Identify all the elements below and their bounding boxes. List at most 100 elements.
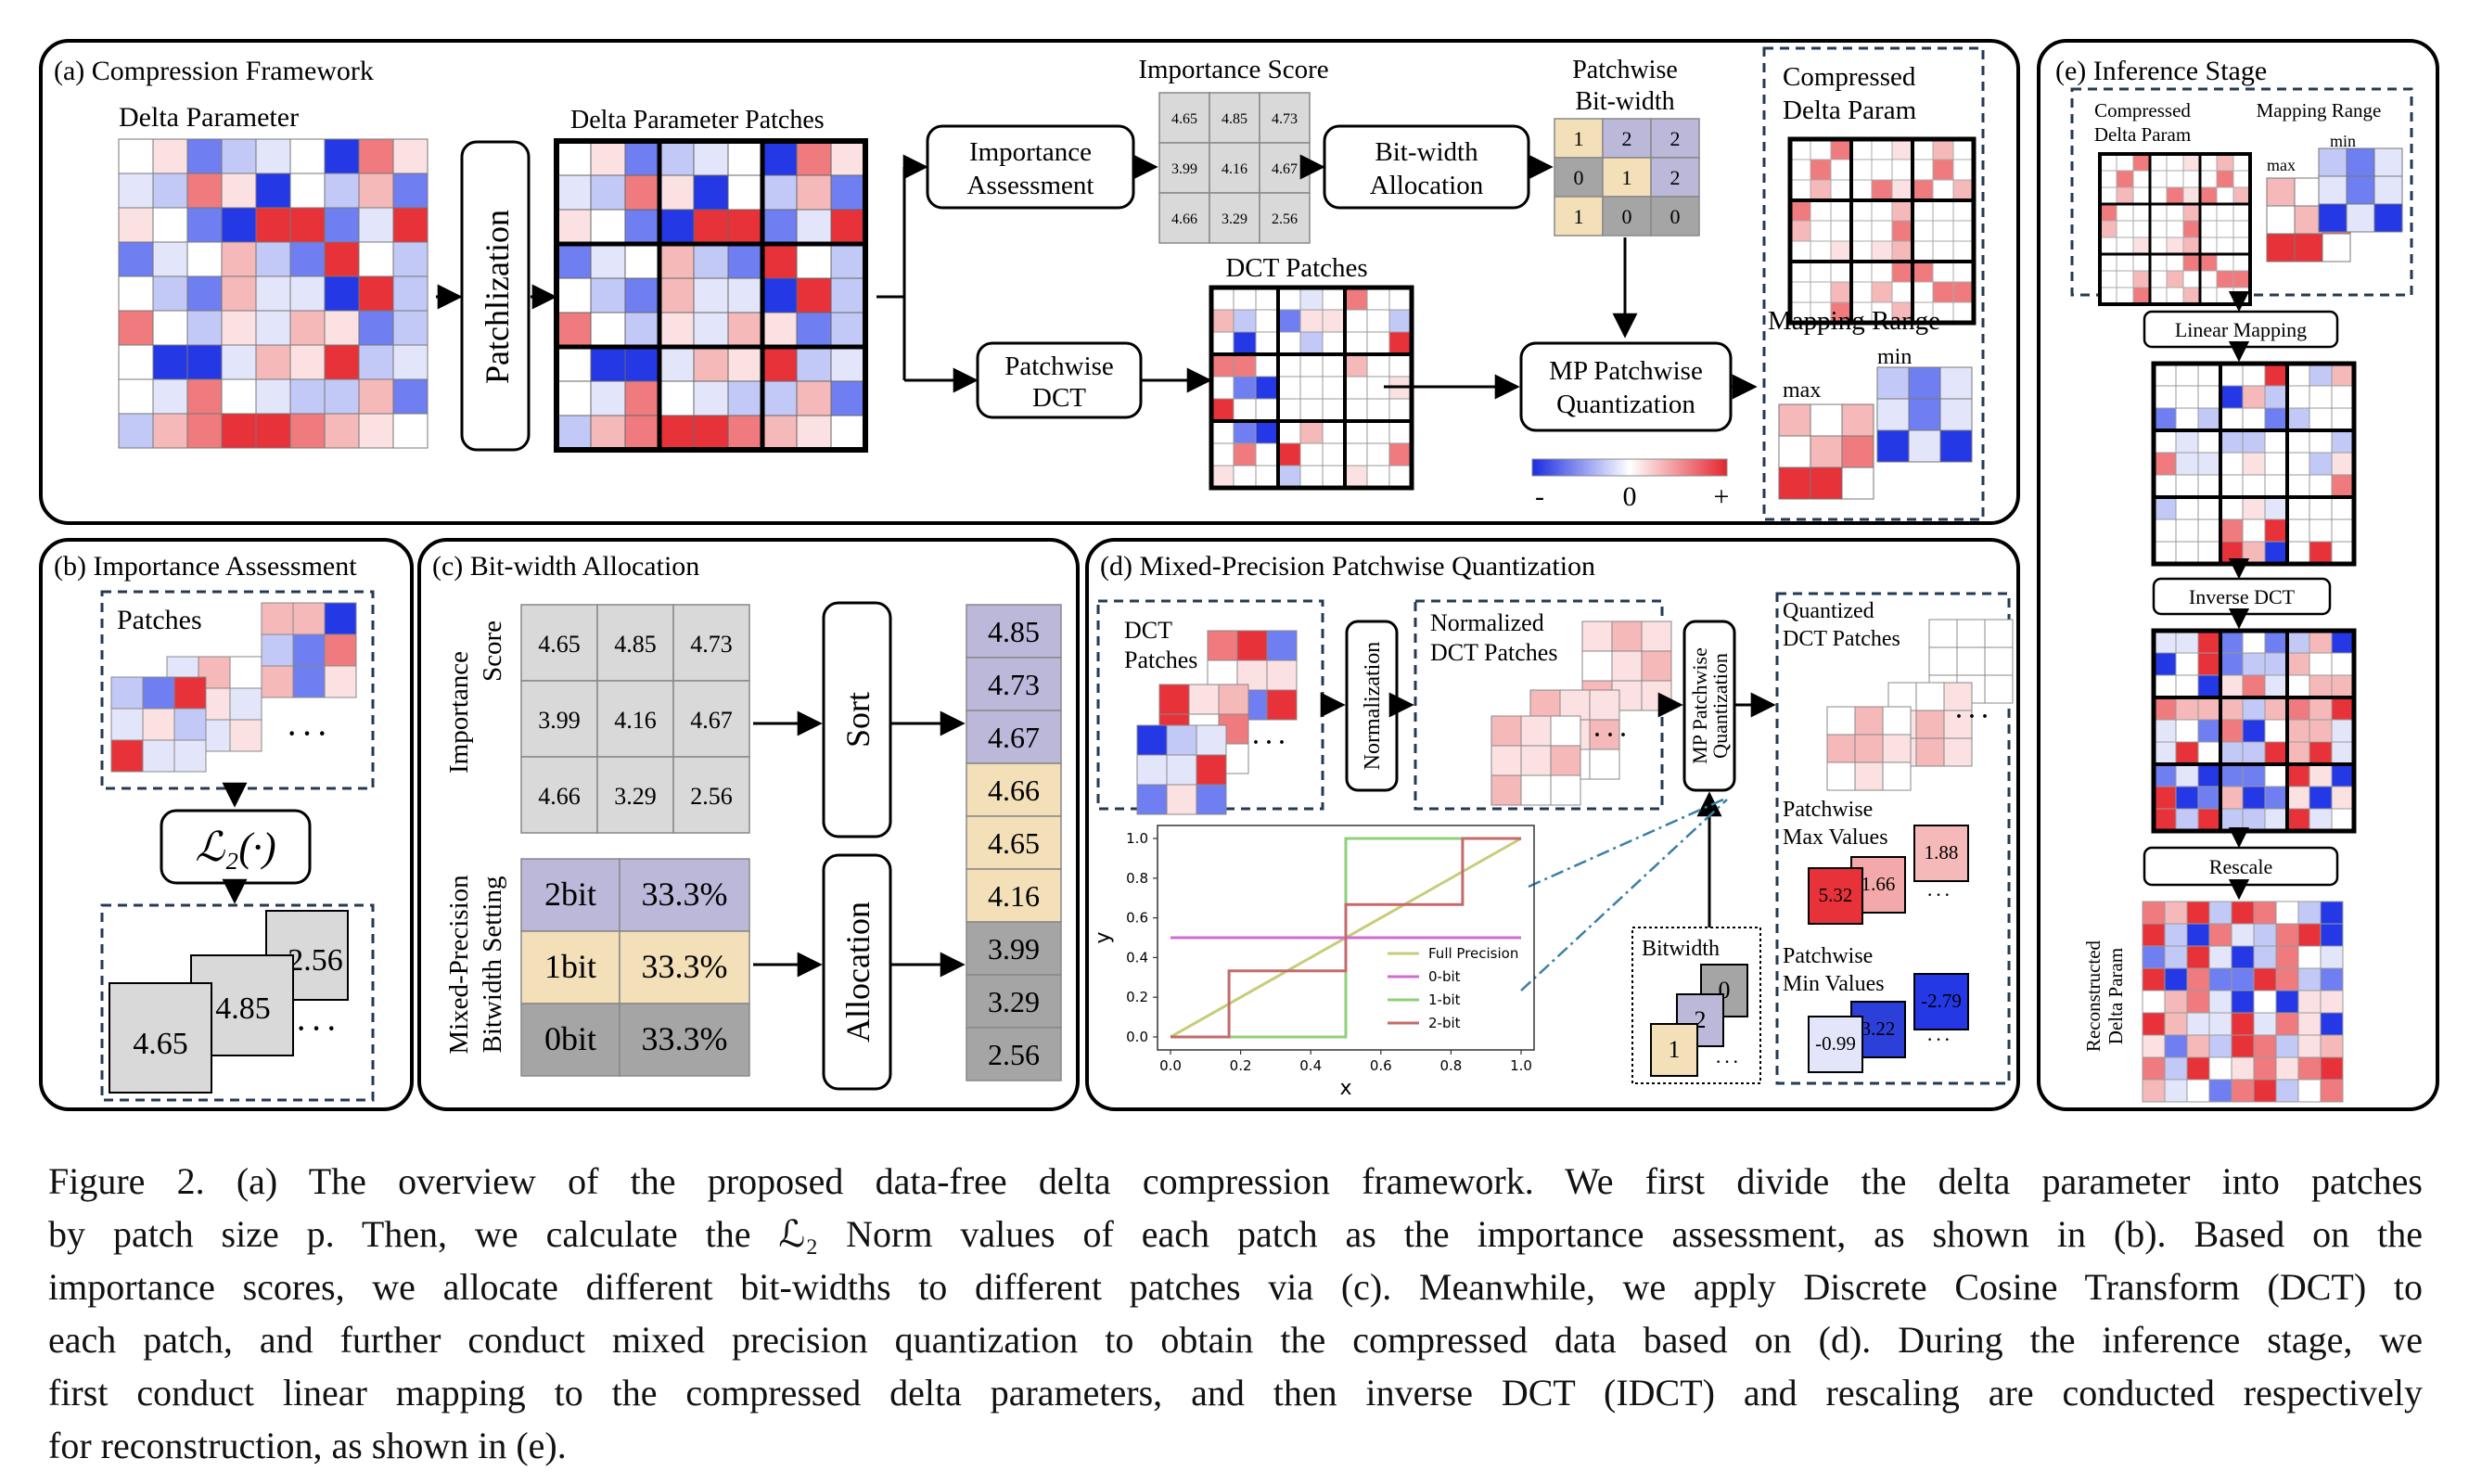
- sorted-value: 4.16: [988, 879, 1040, 913]
- matrix-cell: [830, 277, 866, 313]
- matrix-cell: [1388, 398, 1413, 422]
- matrix-cell: [255, 310, 291, 346]
- matrix-cell: [2197, 652, 2221, 676]
- matrix-cell: [2182, 237, 2201, 255]
- matrix-cell: [1589, 748, 1620, 780]
- matrix-cell: [2232, 253, 2251, 272]
- matrix-cell: [2132, 220, 2151, 238]
- matrix-cell: [229, 719, 262, 752]
- matrix-cell: [2264, 474, 2288, 498]
- normalization-label: Normalization: [1361, 642, 1385, 771]
- panel-e-title: (e) Inference Stage: [2055, 56, 2267, 86]
- matrix-cell: [727, 312, 763, 348]
- c-score-value: 3.99: [538, 707, 581, 734]
- matrix-cell: [142, 676, 175, 710]
- matrix-cell: [2253, 990, 2277, 1014]
- score-cell: [1209, 192, 1260, 244]
- score-value: 4.16: [1222, 161, 1247, 177]
- matrix-cell: [1850, 199, 1873, 222]
- matrix-cell: [693, 243, 729, 279]
- matrix-cell: [2153, 385, 2177, 409]
- matrix-cell: [693, 277, 729, 313]
- matrix-cell: [1641, 650, 1672, 682]
- matrix-cell: [1952, 220, 1975, 242]
- bit-value: 1: [1622, 166, 1632, 189]
- matrix-cell: [2153, 541, 2177, 565]
- matrix-cell: [1366, 331, 1390, 355]
- matrix-cell: [2309, 741, 2333, 765]
- matrix-cell: [2286, 363, 2310, 387]
- matrix-cell: [2153, 763, 2177, 787]
- matrix-cell: [255, 275, 291, 312]
- matrix-cell: [761, 312, 798, 348]
- matrix-cell: [2197, 496, 2221, 520]
- matrix-cell: [2182, 203, 2201, 222]
- matrix-cell: [2142, 901, 2166, 925]
- matrix-cell: [2175, 518, 2199, 543]
- matrix-cell: [1299, 331, 1324, 355]
- caption-line-6: for reconstruction, as shown in (e).: [48, 1425, 567, 1466]
- connector-to-chart-bottom: [1520, 799, 1728, 991]
- matrix-cell: [229, 687, 262, 721]
- bit-row-label: 0bit: [544, 1020, 596, 1057]
- matrix-cell: [2116, 153, 2134, 172]
- matrix-cell: [1810, 159, 1832, 181]
- matrix-cell: [2286, 541, 2310, 565]
- matrix-cell: [2297, 1056, 2322, 1081]
- matrix-cell: [1915, 682, 1945, 711]
- matrix-cell: [2197, 363, 2221, 387]
- matrix-cell: [2164, 901, 2188, 925]
- bitwidth-frame: [1631, 927, 1761, 1084]
- matrix-cell: [1939, 366, 1973, 400]
- matrix-cell: [830, 346, 866, 382]
- matrix-cell: [761, 277, 798, 313]
- bit-row-pct: 33.3%: [642, 948, 728, 985]
- bitwidth-allocation-label-2: Allocation: [1370, 171, 1484, 200]
- matrix-cell: [2153, 474, 2177, 498]
- matrix-cell: [2253, 1034, 2277, 1058]
- matrix-cell: [2331, 429, 2355, 454]
- matrix-cell: [2309, 630, 2333, 654]
- matrix-cell: [2373, 147, 2403, 177]
- matrix-cell: [830, 415, 866, 451]
- matrix-cell: [761, 346, 798, 382]
- matrix-cell: [2331, 719, 2355, 743]
- matrix-cell: [221, 241, 257, 277]
- matrix-cell: [2232, 220, 2251, 238]
- sorted-cell: [966, 1027, 1062, 1081]
- connector-to-chart-top: [1528, 798, 1724, 889]
- matrix-cell: [1912, 220, 1934, 242]
- c-score-value: 4.73: [690, 631, 733, 658]
- matrix-cell: [2116, 253, 2134, 272]
- matrix-cell: [2216, 287, 2234, 305]
- dct-patches-label: DCT Patches: [1225, 253, 1367, 283]
- matrix-cell: [1908, 398, 1941, 431]
- score-value: 4.67: [1272, 161, 1298, 177]
- matrix-cell: [2186, 923, 2210, 947]
- patchwise-bitwidth-label-1: Patchwise: [1572, 56, 1678, 84]
- matrix-cell: [358, 310, 394, 346]
- sorted-value: 2.56: [988, 1038, 1040, 1071]
- matrix-cell: [1322, 465, 1346, 489]
- e-compressed-label-1: Compressed: [2094, 99, 2191, 122]
- matrix-cell: [2286, 474, 2310, 498]
- matrix-cell: [2208, 967, 2232, 991]
- matrix-cell: [1871, 179, 1893, 201]
- matrix-cell: [2286, 786, 2310, 810]
- matrix-cell: [2153, 652, 2177, 676]
- matrix-cell: [358, 275, 394, 312]
- matrix-cell: [2220, 630, 2244, 654]
- matrix-cell: [2275, 990, 2299, 1014]
- matrix-cell: [2220, 385, 2244, 409]
- sorted-cell: [966, 868, 1062, 923]
- e-min-label: min: [2330, 132, 2356, 150]
- matrix-cell: [2142, 945, 2166, 969]
- matrix-cell: [1299, 309, 1324, 333]
- matrix-cell: [1196, 724, 1227, 756]
- matrix-cell: [2231, 923, 2255, 947]
- matrix-cell: [2116, 203, 2134, 222]
- matrix-cell: [2153, 808, 2177, 832]
- figure: (a) Compression Framework Delta Paramete…: [39, 39, 2439, 1111]
- matrix-cell: [2264, 429, 2288, 454]
- matrix-cell: [693, 209, 729, 245]
